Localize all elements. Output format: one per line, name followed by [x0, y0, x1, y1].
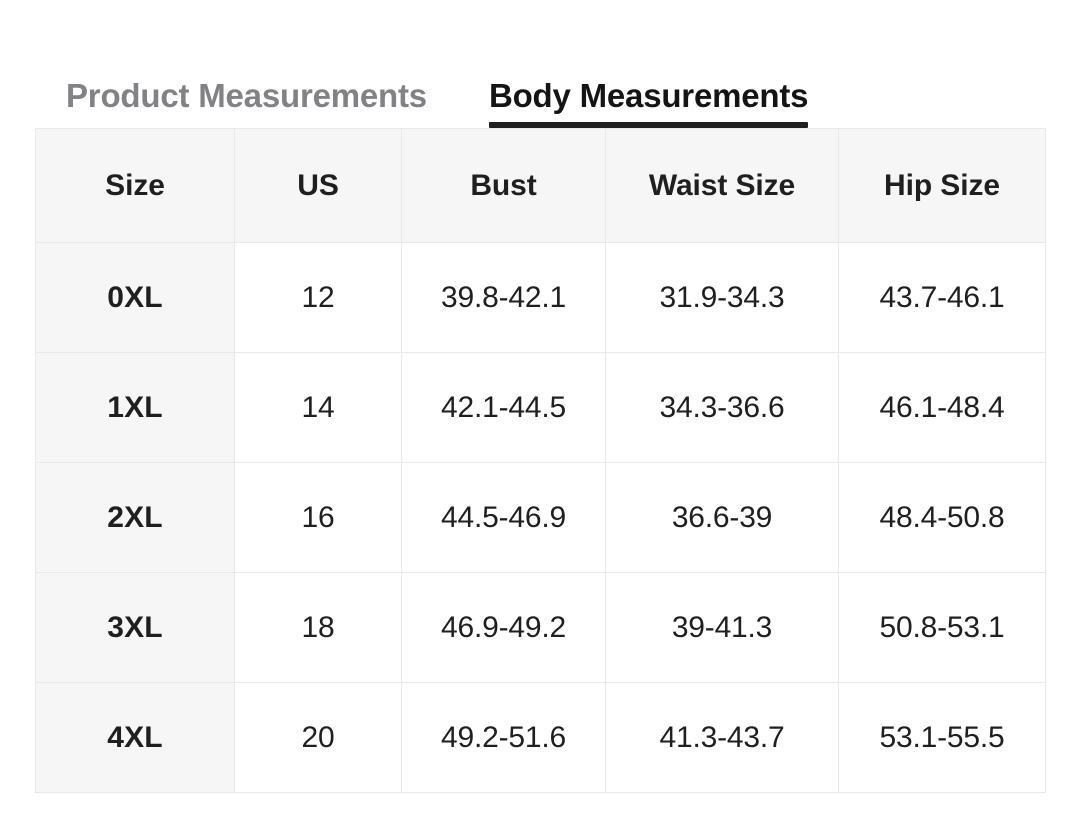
body-measurements-table: Size US Bust Waist Size Hip Size 0XL 12 … — [35, 128, 1046, 793]
cell-bust: 42.1-44.5 — [401, 352, 606, 463]
column-header-bust: Bust — [401, 128, 606, 243]
column-header-size: Size — [35, 128, 235, 243]
table-row: 3XL 18 46.9-49.2 39-41.3 50.8-53.1 — [35, 572, 1046, 683]
cell-us: 12 — [234, 242, 402, 353]
size-table-container: Size US Bust Waist Size Hip Size 0XL 12 … — [0, 128, 1080, 793]
column-header-waist: Waist Size — [605, 128, 839, 243]
cell-size: 1XL — [35, 352, 235, 463]
cell-bust: 44.5-46.9 — [401, 462, 606, 573]
cell-waist: 31.9-34.3 — [605, 242, 839, 353]
cell-waist: 41.3-43.7 — [605, 682, 839, 793]
table-body: 0XL 12 39.8-42.1 31.9-34.3 43.7-46.1 1XL… — [35, 242, 1046, 793]
cell-waist: 39-41.3 — [605, 572, 839, 683]
cell-size: 2XL — [35, 462, 235, 573]
tab-product-measurements-label: Product Measurements — [66, 76, 427, 114]
column-header-hip: Hip Size — [838, 128, 1046, 243]
cell-hip: 53.1-55.5 — [838, 682, 1046, 793]
cell-waist: 34.3-36.6 — [605, 352, 839, 463]
table-header-row: Size US Bust Waist Size Hip Size — [35, 128, 1046, 243]
cell-size: 4XL — [35, 682, 235, 793]
cell-bust: 49.2-51.6 — [401, 682, 606, 793]
cell-bust: 46.9-49.2 — [401, 572, 606, 683]
cell-hip: 50.8-53.1 — [838, 572, 1046, 683]
cell-bust: 39.8-42.1 — [401, 242, 606, 353]
cell-us: 20 — [234, 682, 402, 793]
cell-hip: 46.1-48.4 — [838, 352, 1046, 463]
cell-size: 3XL — [35, 572, 235, 683]
table-row: 1XL 14 42.1-44.5 34.3-36.6 46.1-48.4 — [35, 352, 1046, 463]
table-row: 2XL 16 44.5-46.9 36.6-39 48.4-50.8 — [35, 462, 1046, 573]
column-header-us: US — [234, 128, 402, 243]
table-header: Size US Bust Waist Size Hip Size — [35, 128, 1046, 243]
tab-active-underline-indicator — [488, 122, 809, 128]
cell-hip: 48.4-50.8 — [838, 462, 1046, 573]
tab-body-measurements[interactable]: Body Measurements — [488, 76, 809, 128]
cell-size: 0XL — [35, 242, 235, 353]
cell-us: 14 — [234, 352, 402, 463]
cell-waist: 36.6-39 — [605, 462, 839, 573]
cell-hip: 43.7-46.1 — [838, 242, 1046, 353]
table-row: 4XL 20 49.2-51.6 41.3-43.7 53.1-55.5 — [35, 682, 1046, 793]
cell-us: 16 — [234, 462, 402, 573]
measurement-tab-bar: Product Measurements Body Measurements — [0, 0, 1080, 128]
tab-product-measurements[interactable]: Product Measurements — [66, 76, 427, 128]
tab-body-measurements-label: Body Measurements — [488, 76, 809, 114]
cell-us: 18 — [234, 572, 402, 683]
table-row: 0XL 12 39.8-42.1 31.9-34.3 43.7-46.1 — [35, 242, 1046, 353]
